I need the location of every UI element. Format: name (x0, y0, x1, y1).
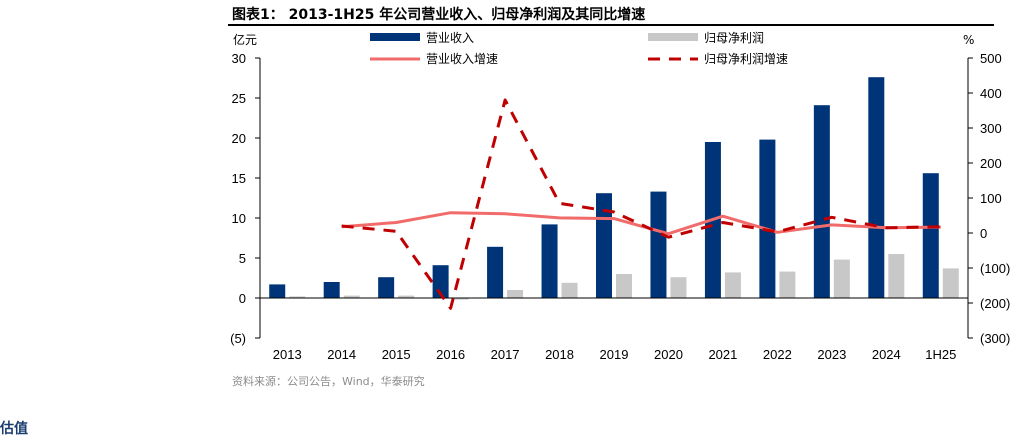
x-axis-tick-label: 2013 (273, 347, 302, 362)
bar-profit-2022 (779, 271, 796, 298)
legend-profit-growth-label: 归母净利润增速 (704, 52, 788, 66)
left-axis-tick-label: 20 (232, 131, 246, 146)
legend-revenue-label: 营业收入 (426, 31, 474, 45)
x-axis-tick-label: 2018 (545, 347, 574, 362)
x-axis-tick-label: 2023 (817, 347, 846, 362)
source-note: 资料来源：公司公告，Wind，华泰研究 (232, 375, 425, 388)
bar-revenue-2023 (813, 105, 830, 298)
line-revenue-growth (341, 211, 941, 236)
bar-profit-2013 (289, 296, 306, 298)
x-axis-tick-label: 2017 (491, 347, 520, 362)
x-axis-tick-label: 2022 (763, 347, 792, 362)
bar-profit-2024 (888, 254, 905, 298)
left-axis-tick-label: (5) (230, 331, 246, 346)
bar-profit-1H25 (942, 268, 959, 298)
right-axis-tick-label: (100) (980, 261, 1010, 276)
x-axis-tick-label: 2015 (382, 347, 411, 362)
right-axis-tick-label: 400 (980, 86, 1002, 101)
left-axis-tick-label: 10 (232, 211, 246, 226)
left-axis-tick-label: 30 (232, 51, 246, 66)
right-axis-tick-label: 100 (980, 191, 1002, 206)
x-axis-tick-label: 2014 (327, 347, 356, 362)
bar-revenue-2016 (432, 265, 449, 298)
bar-profit-2018 (561, 282, 578, 298)
right-axis-tick-label: (200) (980, 296, 1010, 311)
lines-layer (341, 98, 941, 310)
left-axis-tick-label: 0 (239, 291, 246, 306)
legend-revenue-swatch (370, 33, 420, 41)
bar-revenue-2014 (323, 282, 340, 298)
legend-revenue: 营业收入 (370, 31, 474, 45)
bar-revenue-2015 (378, 277, 395, 298)
legend-profit: 归母净利润 (648, 31, 764, 45)
bar-revenue-2017 (487, 246, 504, 298)
bar-profit-2017 (507, 290, 524, 298)
left-axis-tick-label: 25 (232, 91, 246, 106)
right-axis-tick-label: (300) (980, 331, 1010, 346)
bar-revenue-2022 (759, 139, 776, 298)
bar-revenue-2024 (868, 77, 885, 298)
bar-revenue-1H25 (922, 173, 939, 298)
x-axis-tick-label: 2019 (600, 347, 629, 362)
line-profit-growth (341, 98, 941, 310)
x-axis-tick-label: 2016 (436, 347, 465, 362)
next-section-heading: 估值 (0, 421, 28, 437)
bar-profit-2015 (398, 295, 415, 298)
title-divider (228, 24, 994, 26)
bar-revenue-2013 (269, 284, 286, 298)
x-axis-tick-label: 2020 (654, 347, 683, 362)
x-axis-tick-label: 2021 (708, 347, 737, 362)
legend-revenue-growth: 营业收入增速 (370, 52, 498, 66)
bar-profit-2014 (343, 295, 360, 298)
legend-profit-label: 归母净利润 (704, 31, 764, 45)
legend-revenue-growth-label: 营业收入增速 (426, 52, 498, 66)
bar-revenue-2020 (650, 191, 667, 298)
x-axis-tick-label: 2024 (872, 347, 901, 362)
right-axis-tick-label: 200 (980, 156, 1002, 171)
x-axis-tick-label: 1H25 (925, 347, 956, 362)
left-axis-tick-label: 5 (239, 251, 246, 266)
legend-profit-growth: 归母净利润增速 (648, 52, 788, 66)
right-axis-tick-label: 500 (980, 51, 1002, 66)
left-axis-tick-label: 15 (232, 171, 246, 186)
bars-layer (269, 77, 959, 300)
right-axis-tick-label: 0 (980, 226, 987, 241)
bar-profit-2020 (670, 277, 687, 298)
bar-revenue-2018 (541, 224, 558, 298)
bar-profit-2016 (452, 298, 469, 300)
bar-profit-2021 (724, 272, 741, 298)
chart-title: 图表1： 2013-1H25 年公司营业收入、归母净利润及其同比增速 (232, 7, 646, 23)
bar-profit-2019 (616, 274, 632, 298)
right-axis-unit: % (963, 33, 974, 47)
axes-layer: (5) 0 5 10 15 20 25 30 (300) (200) (100) 0 100 200 300… (230, 32, 1010, 362)
bar-profit-2023 (833, 259, 850, 298)
legend-profit-swatch (648, 33, 698, 41)
left-axis-unit: 亿元 (233, 32, 257, 47)
right-axis-tick-label: 300 (980, 121, 1002, 136)
